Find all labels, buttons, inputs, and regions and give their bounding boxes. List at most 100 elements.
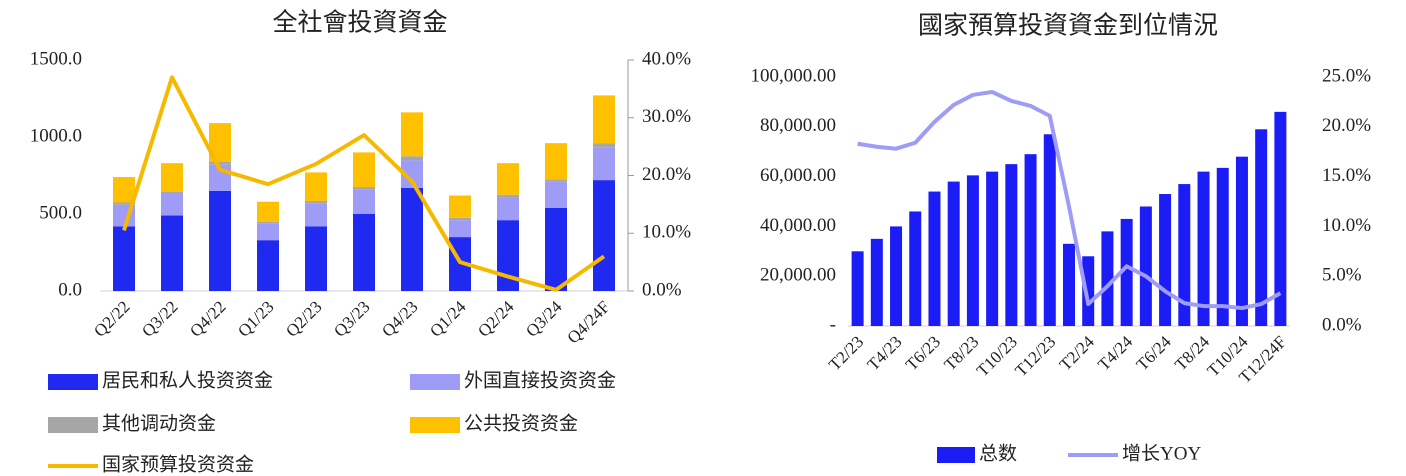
bar [851,251,864,326]
bar [1043,134,1056,326]
legend-label: 其他调动资金 [102,412,216,434]
x-tick-label: T2/23 [825,332,867,374]
legend-swatch [48,374,98,390]
x-tick-label: Q4/22 [186,297,229,340]
bar [305,226,327,291]
y2-tick-label: 10.0% [1322,215,1371,236]
y2-tick-label: 20.0% [1322,115,1371,136]
chart-title: 全社會投資資金 [272,9,447,37]
y-tick-label: 100,000.00 [751,65,837,86]
legend-swatch [48,417,98,433]
bar [113,202,135,205]
bar [1197,171,1210,326]
bar [353,189,375,214]
bar [545,143,567,180]
x-tick-label: Q3/24 [522,297,566,341]
bar [593,95,615,144]
y2-tick-label: 0.0% [1322,314,1362,335]
bar [257,240,279,291]
bar [1101,231,1114,326]
bar [161,193,183,216]
x-tick-label: T4/23 [863,332,905,374]
x-tick-label: T4/24 [1094,332,1137,375]
x-tick-label: T10/23 [973,332,1021,380]
y2-tick-label: 10.0% [642,222,691,243]
bar [113,177,135,203]
x-tick-label: T6/23 [902,332,944,374]
bar [497,163,519,195]
y2-tick-label: 25.0% [1322,65,1371,86]
x-tick-label: Q3/22 [138,297,181,340]
bar [449,195,471,218]
bar [257,223,279,241]
bar [305,200,327,204]
x-tick-label: Q3/23 [330,297,373,340]
x-tick-label: Q2/24 [474,297,518,341]
legend-swatch [410,374,460,390]
y-tick-label: 40,000.00 [760,215,836,236]
bar [353,187,375,190]
bar [209,161,231,165]
bar [401,156,423,161]
x-tick-label: T12/23 [1011,332,1059,380]
bar [986,171,999,326]
bar [209,190,231,291]
x-tick-label: Q2/22 [90,297,133,340]
legend-label: 国家预算投资资金 [102,453,254,475]
bar [545,207,567,291]
bar [1178,184,1191,326]
bar [449,217,471,221]
y-tick-label: 1000.0 [30,125,82,146]
y2-tick-label: 40.0% [642,48,691,69]
chart-title: 國家預算投資資金到位情況 [918,12,1218,40]
x-tick-label: Q4/23 [378,297,421,340]
y2-tick-label: 15.0% [1322,165,1371,186]
y2-tick-label: 0.0% [642,279,682,300]
bar [161,163,183,192]
bar [545,181,567,208]
bar [497,194,519,198]
bar [966,175,979,326]
bar [1024,154,1037,326]
bar [1005,164,1018,326]
bar [1120,218,1133,326]
bar [1082,256,1095,326]
y2-tick-label: 20.0% [642,164,691,185]
legend-label: 外国直接投资资金 [464,369,616,391]
y-tick-label: 0.0 [58,279,82,300]
legend-swatch [937,447,975,463]
x-tick-label: T2/24 [1056,332,1099,375]
bar [545,179,567,182]
x-tick-label: Q4/24F [563,297,613,347]
bar [113,226,135,291]
y-tick-label: 20,000.00 [760,265,836,286]
bar [257,201,279,222]
bar [401,112,423,157]
x-tick-label: T6/24 [1133,332,1176,375]
bar [1274,111,1287,326]
bar [305,203,327,227]
bar [353,214,375,291]
bar [870,238,883,326]
legend-label: 增长YOY [1122,442,1201,464]
bar [1255,129,1268,326]
bar [161,191,183,194]
legend-swatch [410,417,460,433]
y2-tick-label: 5.0% [1322,265,1362,286]
x-tick-label: Q1/24 [426,297,470,341]
bar [1235,156,1248,326]
bar [593,147,615,181]
y-tick-label: 500.0 [39,202,82,223]
bar [401,187,423,291]
legend-label: 居民和私人投资资金 [102,369,273,391]
bar [353,152,375,188]
bar [257,221,279,224]
bar [1139,206,1152,326]
x-tick-label: Q2/23 [282,297,325,340]
bar [593,143,615,148]
bar [1159,194,1172,326]
line [857,89,1282,311]
bar [305,172,327,201]
bar [497,197,519,221]
